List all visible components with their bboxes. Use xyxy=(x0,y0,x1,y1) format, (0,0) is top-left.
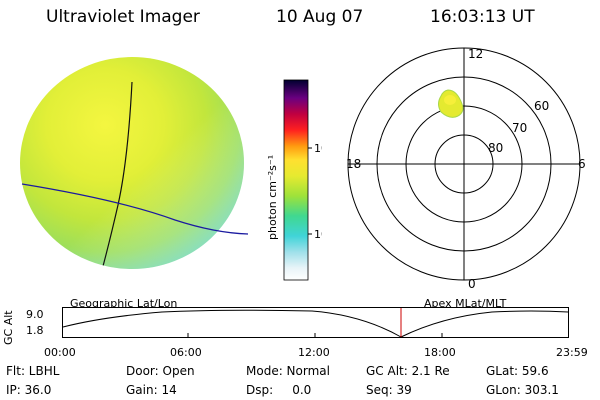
dsp-info: Dsp: 0.0 xyxy=(246,383,312,397)
earth-limb-glow xyxy=(20,57,244,269)
mlat-label-80: 80 xyxy=(488,141,503,155)
colorbar-gradient xyxy=(283,79,309,281)
mlat-label-70: 70 xyxy=(512,121,527,135)
x-tick-label-0: 00:00 xyxy=(44,346,76,359)
gc-alt-axis-label: GC Alt xyxy=(2,310,15,345)
gain-info: Gain: 14 xyxy=(126,383,177,397)
auroral-emission-core xyxy=(444,95,456,105)
gc-alt-info: GC Alt: 2.1 Re xyxy=(366,364,450,378)
mlt-label-18: 18 xyxy=(346,157,361,171)
gc-alt-min-label: 1.8 xyxy=(26,324,44,337)
glon-info: GLon: 303.1 xyxy=(486,383,559,397)
colorbar: 100 10 photon cm⁻²s⁻¹ xyxy=(266,79,322,281)
colorbar-label-10: 10 xyxy=(314,228,322,241)
glat-info: GLat: 59.6 xyxy=(486,364,549,378)
colorbar-unit-label: photon cm⁻²s⁻¹ xyxy=(266,155,279,240)
longitude-line xyxy=(101,81,133,269)
x-tick-label-3: 18:00 xyxy=(424,346,456,359)
mlt-label-12: 12 xyxy=(468,47,483,61)
x-tick-label-2: 12:00 xyxy=(298,346,330,359)
time-label: 16:03:13 UT xyxy=(430,7,535,27)
geographic-coords-label: Geographic Lat/Lon xyxy=(70,297,178,310)
seq-info: Seq: 39 xyxy=(366,383,412,397)
mode-info: Mode: Normal xyxy=(246,364,330,378)
orbit-altitude-curve xyxy=(62,309,569,338)
uv-earth-image xyxy=(20,57,249,269)
polar-plot: 12 18 6 0 60 70 80 xyxy=(346,47,586,291)
app-title: Ultraviolet Imager xyxy=(46,7,200,27)
door-info: Door: Open xyxy=(126,364,195,378)
orbit-altitude-plot xyxy=(62,307,569,338)
colorbar-label-100: 100 xyxy=(314,142,322,155)
mlt-label-0: 0 xyxy=(468,277,476,291)
mlat-label-60: 60 xyxy=(534,99,549,113)
gc-alt-max-label: 9.0 xyxy=(26,308,44,321)
filter-info: Flt: LBHL xyxy=(6,364,60,378)
latitude-line xyxy=(21,183,249,235)
x-tick-label-1: 06:00 xyxy=(170,346,202,359)
apex-coords-label: Apex MLat/MLT xyxy=(424,297,507,310)
mlt-label-6: 6 xyxy=(578,157,586,171)
x-tick-label-4: 23:59 xyxy=(556,346,588,359)
date-label: 10 Aug 07 xyxy=(276,7,364,27)
ip-info: IP: 36.0 xyxy=(6,383,52,397)
